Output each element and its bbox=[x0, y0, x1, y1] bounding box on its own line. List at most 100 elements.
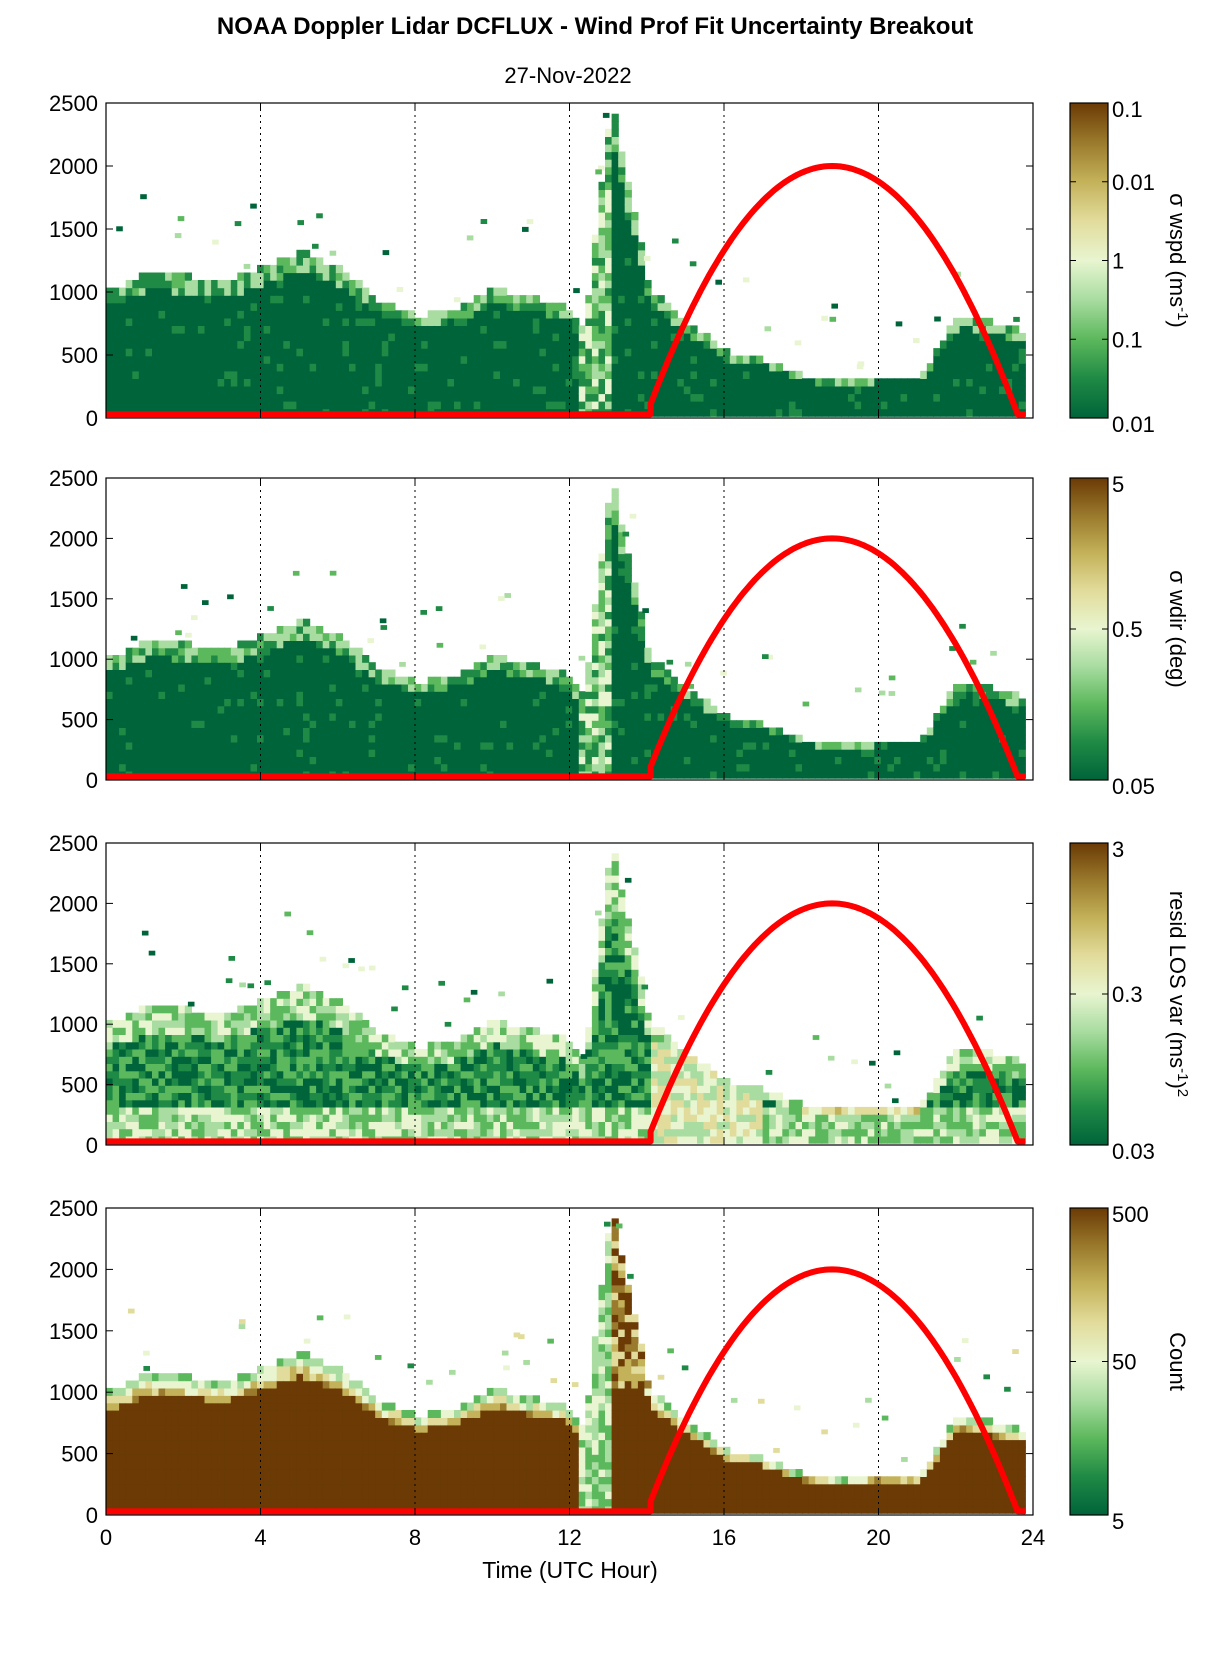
heatmap-cell bbox=[480, 302, 488, 311]
heatmap-cell bbox=[375, 705, 383, 714]
heatmap-cell bbox=[585, 669, 593, 678]
heatmap-cell bbox=[466, 235, 474, 241]
heatmap-cell bbox=[243, 1063, 252, 1072]
heatmap-cell bbox=[598, 204, 606, 213]
heatmap-cell bbox=[631, 332, 639, 342]
heatmap-cell bbox=[184, 763, 192, 772]
heatmap-cell bbox=[217, 698, 225, 707]
heatmap-cell bbox=[480, 363, 488, 372]
heatmap-cell bbox=[867, 756, 875, 765]
heatmap-cell bbox=[106, 1121, 114, 1130]
heatmap-cell bbox=[710, 734, 718, 743]
heatmap-cell bbox=[355, 655, 363, 663]
heatmap-cell bbox=[690, 720, 698, 728]
heatmap-cell bbox=[158, 1106, 166, 1115]
heatmap-cell bbox=[513, 720, 521, 728]
heatmap-cell bbox=[158, 741, 166, 750]
heatmap-cell bbox=[349, 1034, 357, 1043]
heatmap-cell bbox=[808, 401, 816, 410]
heatmap-cell bbox=[624, 611, 632, 620]
heatmap-cell bbox=[506, 310, 514, 319]
heatmap-cell bbox=[388, 378, 396, 387]
heatmap-cell bbox=[191, 756, 199, 765]
heatmap-cell bbox=[381, 669, 389, 678]
heatmap-cell bbox=[775, 727, 783, 736]
heatmap-cell bbox=[396, 287, 404, 292]
heatmap-cell bbox=[401, 378, 409, 387]
heatmap-cell bbox=[795, 401, 803, 410]
heatmap-cell bbox=[500, 662, 508, 670]
heatmap-cell bbox=[237, 1005, 245, 1014]
heatmap-cell bbox=[1012, 720, 1020, 728]
heatmap-cell bbox=[920, 749, 928, 757]
heatmap-cell bbox=[526, 705, 534, 714]
heatmap-cell bbox=[243, 1070, 252, 1079]
heatmap-cell bbox=[283, 310, 291, 319]
heatmap-cell bbox=[191, 1121, 199, 1130]
heatmap-cell bbox=[775, 749, 783, 757]
heatmap-cell bbox=[953, 393, 961, 402]
heatmap-cell bbox=[736, 756, 744, 765]
heatmap-cell bbox=[197, 370, 206, 379]
heatmap-cell bbox=[1005, 705, 1013, 714]
heatmap-cell bbox=[460, 385, 468, 395]
heatmap-cell bbox=[175, 630, 182, 636]
heatmap-cell bbox=[861, 741, 869, 750]
heatmap-cell bbox=[158, 393, 166, 402]
heatmap-cell bbox=[913, 741, 921, 750]
heatmap-cell bbox=[749, 763, 757, 772]
heatmap-cell bbox=[296, 998, 304, 1006]
heatmap-cell bbox=[939, 340, 948, 349]
heatmap-cell bbox=[243, 669, 252, 678]
heatmap-cell bbox=[605, 669, 613, 678]
heatmap-cell bbox=[460, 756, 468, 765]
heatmap-cell bbox=[703, 355, 711, 364]
heatmap-cell bbox=[263, 317, 271, 326]
heatmap-cell bbox=[309, 713, 317, 721]
heatmap-cell bbox=[289, 655, 298, 663]
heatmap-cell bbox=[716, 734, 724, 743]
heatmap-cell bbox=[802, 701, 810, 707]
heatmap-cell bbox=[276, 310, 284, 319]
heatmap-cell bbox=[959, 348, 967, 357]
heatmap-cell bbox=[1018, 348, 1026, 357]
heatmap-cell bbox=[303, 280, 311, 289]
heatmap-cell bbox=[611, 698, 619, 707]
heatmap-cell bbox=[145, 640, 153, 649]
heatmap-cell bbox=[197, 705, 206, 714]
heatmap-cell bbox=[125, 1092, 133, 1101]
heatmap-cell bbox=[119, 720, 127, 728]
heatmap-cell bbox=[112, 317, 120, 326]
heatmap-cell bbox=[296, 280, 304, 289]
heatmap-cell bbox=[230, 1041, 238, 1050]
heatmap-cell bbox=[467, 385, 475, 395]
heatmap-cell bbox=[152, 1034, 160, 1043]
heatmap-cell bbox=[585, 741, 593, 750]
heatmap-cell bbox=[480, 741, 488, 750]
heatmap-cell bbox=[657, 720, 665, 728]
heatmap-cell bbox=[243, 1049, 252, 1057]
heatmap-cell bbox=[972, 355, 980, 364]
heatmap-cell bbox=[559, 385, 567, 395]
heatmap-cell bbox=[460, 363, 468, 372]
heatmap-cell bbox=[605, 227, 613, 236]
heatmap-cell bbox=[926, 363, 934, 372]
heatmap-cell bbox=[283, 756, 291, 765]
heatmap-cell bbox=[250, 295, 258, 304]
heatmap-cell bbox=[243, 763, 252, 772]
heatmap-cell bbox=[283, 295, 291, 304]
heatmap-cell bbox=[178, 272, 186, 281]
heatmap-cell bbox=[856, 364, 864, 370]
heatmap-cell bbox=[506, 393, 514, 402]
heatmap-cell bbox=[605, 517, 613, 526]
heatmap-cell bbox=[217, 1092, 225, 1101]
heatmap-cell bbox=[342, 363, 350, 372]
heatmap-cell bbox=[289, 727, 298, 736]
heatmap-cell bbox=[211, 401, 219, 410]
heatmap-cell bbox=[440, 684, 449, 692]
heatmap-cell bbox=[362, 317, 370, 326]
heatmap-cell bbox=[158, 325, 166, 334]
heatmap-cell bbox=[611, 113, 619, 122]
heatmap-cell bbox=[224, 705, 232, 714]
heatmap-cell bbox=[473, 720, 481, 728]
